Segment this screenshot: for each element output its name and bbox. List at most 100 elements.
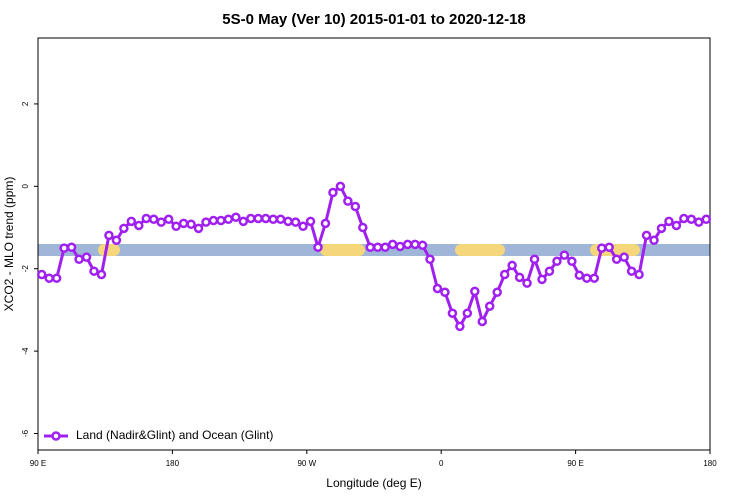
data-point bbox=[626, 266, 637, 276]
data-point bbox=[544, 266, 555, 276]
y-tick-label: 0 bbox=[21, 184, 30, 189]
band-land bbox=[455, 244, 505, 256]
data-point bbox=[567, 256, 577, 267]
data-point bbox=[328, 187, 338, 198]
data-point bbox=[193, 223, 204, 234]
data-point bbox=[641, 230, 652, 241]
data-point bbox=[126, 216, 137, 227]
data-point bbox=[402, 239, 413, 250]
y-axis-label: XCO2 - MLO trend (ppm) bbox=[2, 177, 16, 312]
data-point bbox=[365, 242, 376, 253]
data-point bbox=[268, 214, 278, 225]
y-tick-label: 2 bbox=[21, 101, 30, 106]
y-tick-label: -6 bbox=[21, 429, 30, 437]
x-tick-label: 90 W bbox=[297, 459, 316, 468]
chart-title: 5S-0 May (Ver 10) 2015-01-01 to 2020-12-… bbox=[222, 11, 526, 28]
data-point bbox=[253, 213, 264, 224]
legend-text: Land (Nadir&Glint) and Ocean (Glint) bbox=[76, 428, 273, 442]
data-point bbox=[89, 266, 99, 276]
data-point bbox=[350, 201, 361, 212]
data-point bbox=[380, 242, 390, 253]
data-point bbox=[514, 272, 525, 283]
series-line bbox=[41, 183, 707, 330]
data-point bbox=[559, 250, 570, 260]
data-point bbox=[171, 221, 181, 232]
data-point bbox=[522, 278, 532, 288]
data-point bbox=[387, 239, 398, 250]
data-point bbox=[619, 252, 629, 262]
data-point bbox=[440, 287, 450, 297]
plot-frame bbox=[37, 37, 711, 451]
data-point bbox=[238, 216, 249, 227]
data-point bbox=[432, 283, 443, 294]
data-point bbox=[208, 215, 219, 226]
y-tick-label: -2 bbox=[21, 265, 30, 273]
x-axis-label: Longitude (deg E) bbox=[326, 476, 421, 490]
x-tick-label: 90 E bbox=[567, 459, 583, 468]
data-point bbox=[499, 269, 510, 280]
data-point bbox=[634, 269, 644, 280]
data-point bbox=[163, 214, 174, 225]
data-point bbox=[477, 316, 488, 327]
data-point bbox=[246, 213, 256, 224]
data-point bbox=[462, 308, 473, 318]
data-point bbox=[395, 241, 405, 252]
data-point bbox=[417, 240, 428, 250]
data-point bbox=[104, 230, 114, 241]
data-point bbox=[694, 217, 704, 227]
data-point bbox=[119, 223, 129, 234]
data-point bbox=[201, 217, 211, 227]
data-point bbox=[470, 286, 480, 297]
data-point bbox=[649, 235, 659, 246]
data-point bbox=[507, 260, 517, 271]
data-point bbox=[223, 214, 234, 225]
x-tick-label: 90 E bbox=[30, 459, 46, 468]
data-point bbox=[313, 242, 323, 253]
data-point bbox=[656, 223, 667, 234]
data-point bbox=[679, 213, 689, 224]
data-point bbox=[537, 274, 547, 285]
data-point bbox=[335, 181, 346, 192]
data-point bbox=[186, 219, 196, 229]
data-point bbox=[36, 269, 47, 280]
data-point bbox=[44, 273, 54, 283]
data-point bbox=[492, 287, 502, 297]
data-point bbox=[574, 270, 585, 281]
data-point bbox=[298, 221, 308, 232]
data-point bbox=[51, 273, 62, 283]
data-point bbox=[596, 243, 607, 253]
data-point bbox=[111, 235, 122, 246]
data-point bbox=[275, 214, 286, 225]
band-land bbox=[320, 244, 365, 256]
data-point bbox=[484, 301, 495, 311]
data-point bbox=[134, 220, 144, 231]
data-point bbox=[231, 212, 241, 222]
data-point bbox=[283, 216, 293, 227]
data-point bbox=[141, 213, 152, 224]
data-point bbox=[686, 214, 697, 225]
data-point bbox=[664, 216, 674, 227]
data-point bbox=[81, 252, 92, 262]
data-point bbox=[447, 308, 458, 318]
x-tick-label: 180 bbox=[166, 459, 180, 468]
data-point bbox=[320, 218, 331, 229]
data-point bbox=[372, 242, 383, 253]
x-tick-label: 180 bbox=[703, 459, 717, 468]
data-point bbox=[96, 269, 107, 280]
data-point bbox=[604, 242, 614, 253]
data-point bbox=[589, 273, 600, 283]
data-point bbox=[455, 321, 465, 332]
data-point bbox=[671, 220, 682, 231]
data-point bbox=[305, 216, 316, 227]
band-land bbox=[98, 244, 120, 256]
data-point bbox=[260, 213, 271, 224]
data-point bbox=[216, 215, 226, 226]
data-point bbox=[343, 196, 353, 206]
data-point bbox=[290, 217, 301, 227]
data-point bbox=[66, 242, 77, 253]
y-tick-label: -4 bbox=[21, 347, 30, 355]
data-point bbox=[410, 239, 420, 250]
data-point bbox=[701, 214, 712, 225]
data-point bbox=[59, 243, 69, 253]
legend-marker bbox=[51, 431, 61, 441]
